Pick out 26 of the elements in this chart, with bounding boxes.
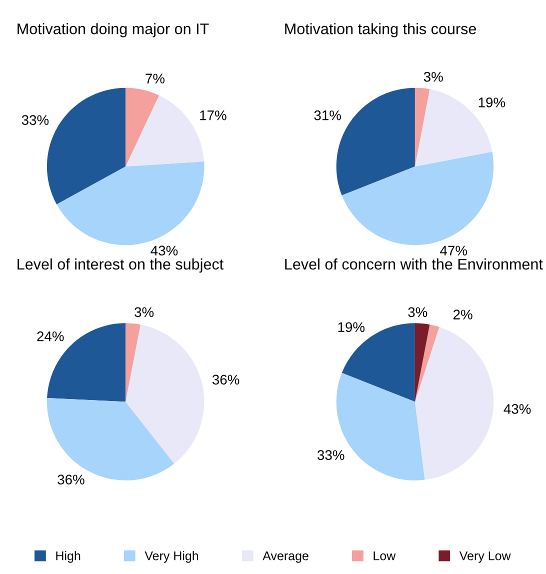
data-label: 36% (58, 474, 84, 484)
legend-label: High (56, 551, 80, 563)
data-label: 3% (424, 72, 443, 82)
data-label: 43% (504, 404, 531, 414)
data-label: 36% (212, 374, 240, 385)
data-label: 33% (22, 115, 49, 125)
data-label: 47% (440, 246, 468, 256)
chart-title: Level of interest on the subject (18, 258, 224, 273)
data-label: 17% (200, 110, 226, 120)
legend-label: Low (374, 552, 396, 560)
data-label: 2% (453, 310, 472, 320)
data-label: 43% (150, 246, 178, 256)
data-label: 3% (134, 307, 154, 318)
legend-label: Average (262, 552, 308, 563)
data-label: 3% (408, 307, 428, 318)
data-label: 19% (338, 322, 365, 332)
legend-label: Very High (144, 551, 198, 563)
data-label: 31% (314, 110, 341, 120)
chart-title: Motivation doing major on IT (18, 23, 209, 38)
data-label: 24% (37, 331, 64, 342)
data-label: 33% (317, 450, 344, 460)
chart-title: Motivation taking this course (285, 23, 476, 38)
chart-title: Level of concern with the Environment (285, 258, 543, 270)
data-label: 7% (146, 74, 165, 84)
data-label: 19% (478, 98, 506, 108)
legend-label: Very Low (459, 552, 511, 563)
